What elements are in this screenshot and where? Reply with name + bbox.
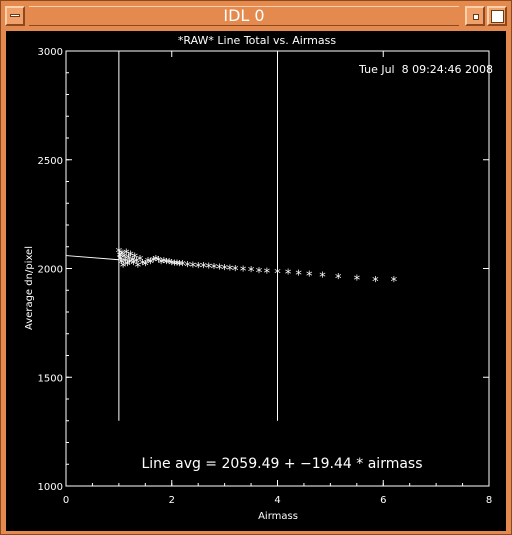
data-point: * <box>120 260 127 275</box>
plot-canvas: *RAW* Line Total vs. Airmass Tue Jul 8 0… <box>6 31 506 531</box>
y-tick-label: 1500 <box>38 373 63 384</box>
data-point: * <box>190 260 197 275</box>
data-point: * <box>306 269 313 284</box>
data-point: * <box>158 257 165 272</box>
data-point: * <box>174 259 181 274</box>
data-point: * <box>139 258 146 273</box>
minimize-button[interactable] <box>465 6 485 26</box>
scatter-chart: *RAW* Line Total vs. Airmass Tue Jul 8 0… <box>24 34 493 522</box>
data-point: * <box>142 259 149 274</box>
data-point: * <box>176 259 183 274</box>
data-point: * <box>116 246 123 261</box>
window-menu-icon <box>10 14 20 17</box>
data-point: * <box>372 275 379 290</box>
window-menu-button[interactable] <box>5 6 25 26</box>
data-point: * <box>121 252 128 267</box>
data-point: * <box>147 257 154 272</box>
x-tick-label: 6 <box>380 495 386 506</box>
y-tick-label: 3000 <box>38 47 63 58</box>
data-point: * <box>166 257 173 272</box>
data-point: * <box>126 257 133 272</box>
data-point: * <box>145 256 152 271</box>
data-point: * <box>119 248 126 263</box>
data-point: * <box>216 263 223 278</box>
data-point: * <box>335 272 342 287</box>
y-tick-label: 2500 <box>38 156 63 167</box>
data-point: * <box>161 256 168 271</box>
data-point: * <box>319 271 326 286</box>
chart-timestamp: Tue Jul 8 09:24:46 2008 <box>358 63 493 76</box>
minimize-icon <box>473 14 479 20</box>
data-point: * <box>206 262 213 277</box>
fit-line <box>65 255 119 261</box>
x-tick-label: 4 <box>274 495 280 506</box>
data-point: * <box>117 251 124 266</box>
maximize-button[interactable] <box>487 6 507 26</box>
data-point: * <box>179 259 186 274</box>
data-point: * <box>274 267 281 282</box>
data-point: * <box>123 247 130 262</box>
data-point: * <box>200 261 207 276</box>
data-point: * <box>169 258 176 273</box>
y-tick-label: 1000 <box>38 482 63 493</box>
x-axis-label: Airmass <box>258 511 298 522</box>
x-tick-label: 2 <box>169 495 175 506</box>
data-point: * <box>285 268 292 283</box>
data-point: * <box>133 256 140 271</box>
data-point: * <box>122 256 129 271</box>
y-tick-label: 2000 <box>38 265 63 276</box>
data-point: * <box>127 249 134 264</box>
data-point: * <box>137 254 144 269</box>
data-point: * <box>117 254 124 269</box>
data-point: * <box>135 260 142 275</box>
data-point: * <box>354 273 361 288</box>
x-tick-label: 8 <box>486 495 492 506</box>
y-axis-label: Average dn/pixel <box>24 246 35 330</box>
title-bar[interactable]: IDL 0 <box>1 1 511 31</box>
data-point: * <box>153 254 160 269</box>
data-point: * <box>221 263 228 278</box>
data-point: * <box>118 257 125 272</box>
window-title: IDL 0 <box>29 6 459 26</box>
data-point: * <box>240 265 247 280</box>
chart-title: *RAW* Line Total vs. Airmass <box>178 34 336 47</box>
data-point: * <box>391 275 398 290</box>
data-point: * <box>211 262 218 277</box>
data-point: * <box>184 260 191 275</box>
data-point: * <box>155 255 162 270</box>
data-point: * <box>248 265 255 280</box>
data-point: * <box>124 259 131 274</box>
data-point: * <box>163 257 170 272</box>
data-point: * <box>131 252 138 267</box>
data-point: * <box>232 264 239 279</box>
x-tick-label: 0 <box>63 495 69 506</box>
maximize-icon <box>491 10 504 23</box>
data-point: * <box>227 264 234 279</box>
fit-equation-label: Line avg = 2059.49 + −19.44 * airmass <box>141 456 422 472</box>
data-point: * <box>295 268 302 283</box>
data-point: * <box>256 266 263 281</box>
data-point: * <box>130 258 137 273</box>
data-point: * <box>129 255 136 270</box>
data-point: * <box>125 253 132 268</box>
data-point: * <box>264 266 271 281</box>
data-point: * <box>150 255 157 270</box>
data-point: * <box>171 259 178 274</box>
data-point: * <box>195 261 202 276</box>
